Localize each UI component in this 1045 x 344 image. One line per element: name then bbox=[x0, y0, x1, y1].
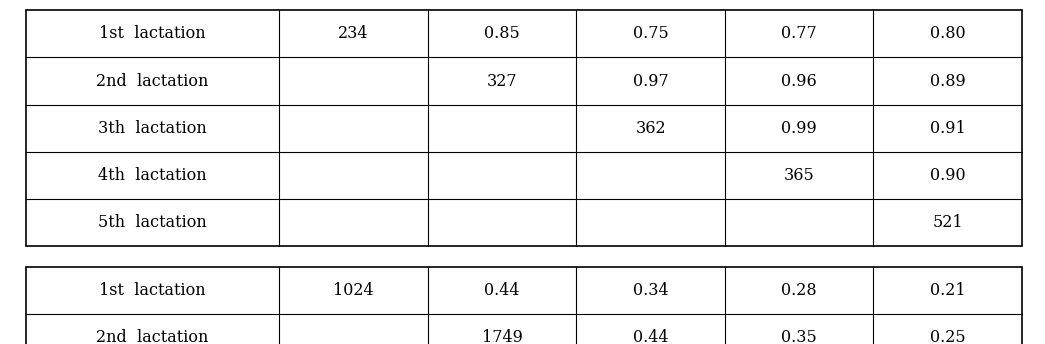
Text: 234: 234 bbox=[339, 25, 369, 42]
Text: 0.44: 0.44 bbox=[484, 282, 519, 299]
Text: 0.28: 0.28 bbox=[782, 282, 817, 299]
Text: 0.85: 0.85 bbox=[484, 25, 520, 42]
Text: 327: 327 bbox=[487, 73, 517, 89]
Text: 0.35: 0.35 bbox=[782, 329, 817, 344]
Text: 0.25: 0.25 bbox=[930, 329, 966, 344]
Text: 0.96: 0.96 bbox=[782, 73, 817, 89]
Text: 0.97: 0.97 bbox=[632, 73, 669, 89]
Text: 0.80: 0.80 bbox=[930, 25, 966, 42]
Text: 0.44: 0.44 bbox=[633, 329, 669, 344]
Text: 3th  lactation: 3th lactation bbox=[98, 120, 207, 137]
Text: 1024: 1024 bbox=[333, 282, 374, 299]
Text: 362: 362 bbox=[635, 120, 666, 137]
Text: 1749: 1749 bbox=[482, 329, 522, 344]
Text: 5th  lactation: 5th lactation bbox=[98, 214, 207, 231]
Text: 0.99: 0.99 bbox=[782, 120, 817, 137]
Text: 2nd  lactation: 2nd lactation bbox=[96, 73, 209, 89]
Text: 0.90: 0.90 bbox=[930, 167, 966, 184]
Text: 0.75: 0.75 bbox=[632, 25, 669, 42]
Text: 2nd  lactation: 2nd lactation bbox=[96, 329, 209, 344]
Text: 0.77: 0.77 bbox=[782, 25, 817, 42]
Text: 0.34: 0.34 bbox=[633, 282, 669, 299]
Text: 521: 521 bbox=[932, 214, 963, 231]
Text: 0.91: 0.91 bbox=[930, 120, 966, 137]
Bar bbox=[26, 10, 1022, 246]
Bar bbox=[26, 267, 1022, 344]
Text: 1st  lactation: 1st lactation bbox=[99, 25, 206, 42]
Text: 4th  lactation: 4th lactation bbox=[98, 167, 207, 184]
Text: 1st  lactation: 1st lactation bbox=[99, 282, 206, 299]
Text: 0.89: 0.89 bbox=[930, 73, 966, 89]
Text: 365: 365 bbox=[784, 167, 814, 184]
Text: 0.21: 0.21 bbox=[930, 282, 966, 299]
